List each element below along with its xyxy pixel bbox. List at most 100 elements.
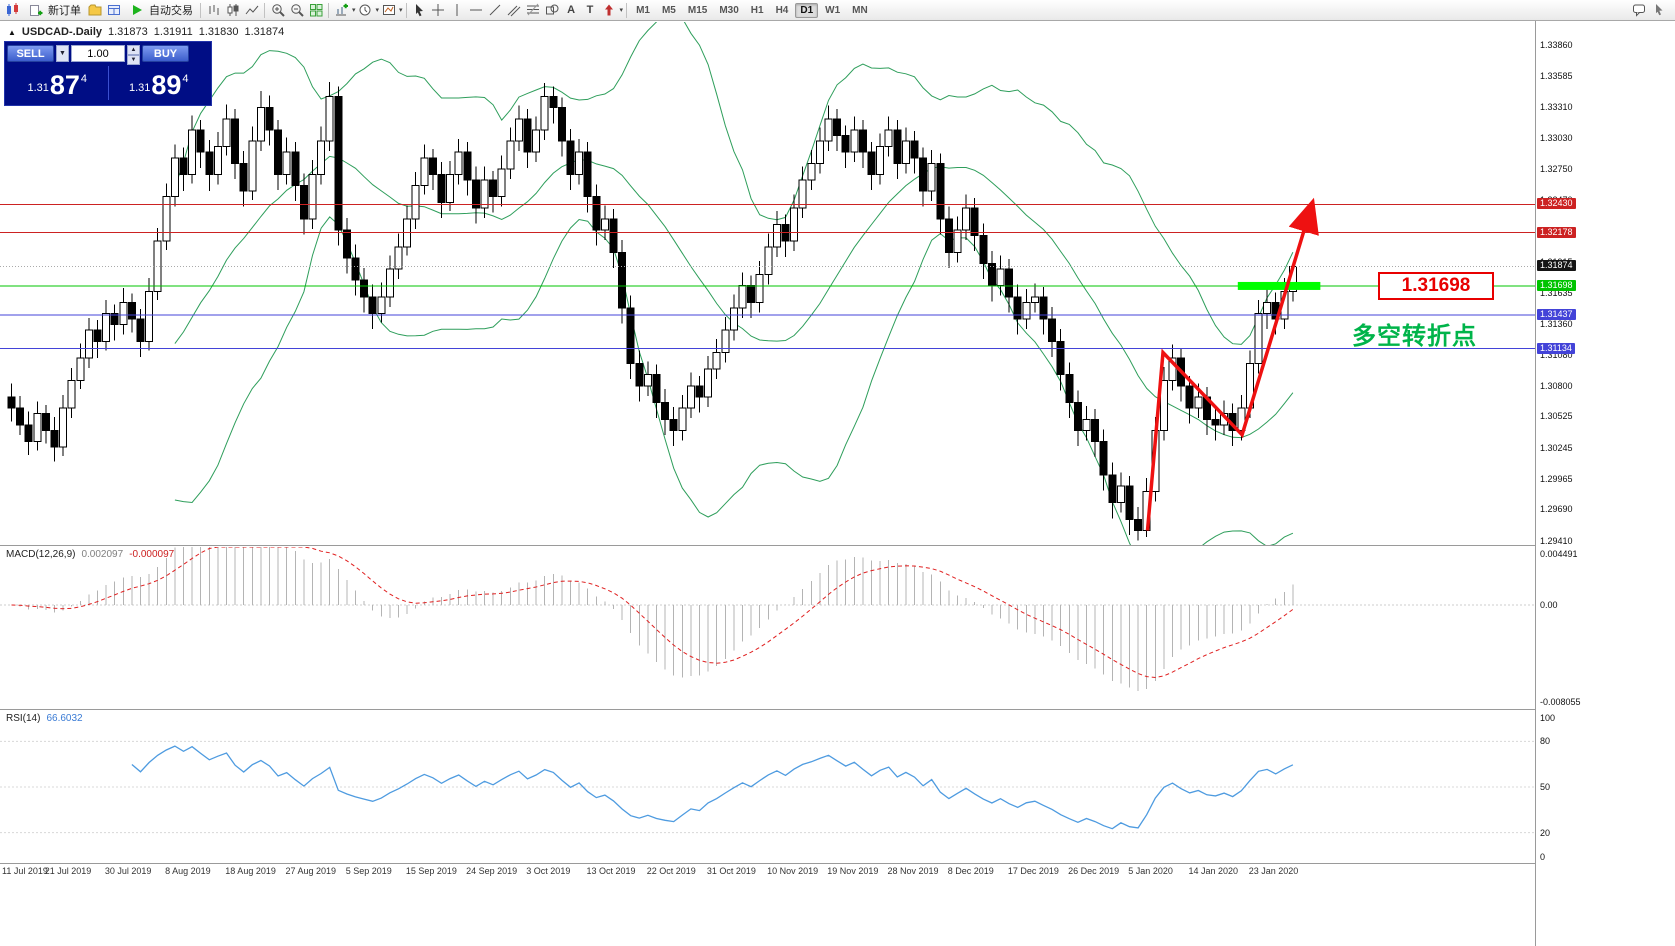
macd-header: MACD(12,26,9) 0.002097 -0.000097 (6, 549, 174, 560)
timeframe-d1[interactable]: D1 (795, 2, 819, 18)
timeframe-m1[interactable]: M1 (636, 4, 650, 16)
rsi-scale-label: 100 (1540, 713, 1556, 723)
timeframe-h1[interactable]: H1 (750, 4, 764, 16)
toolbar-divider (200, 2, 201, 18)
macd-label: MACD(12,26,9) (6, 549, 76, 560)
templates-caret-icon[interactable]: ▾ (399, 7, 403, 14)
price-scale-label: 1.31635 (1540, 287, 1573, 298)
date-label: 28 Nov 2019 (887, 866, 939, 876)
date-label: 31 Oct 2019 (706, 866, 756, 876)
price-scale-label: 1.32750 (1540, 163, 1573, 174)
price-scale-label: 1.33310 (1540, 101, 1573, 112)
timeframe-m5[interactable]: M5 (661, 4, 676, 16)
add-indicator-icon[interactable] (332, 2, 351, 19)
panel-separator[interactable] (0, 709, 1675, 710)
chart-title: ▲ USDCAD-.Daily 1.31873 1.31911 1.31830 … (8, 26, 284, 38)
date-label: 24 Sep 2019 (466, 866, 518, 876)
price-axis[interactable]: 1.33860 1.33585 1.33310 1.33030 1.32750 1.324… (1535, 20, 1675, 946)
tile-windows-icon[interactable] (306, 2, 325, 19)
add-indicator-caret-icon[interactable]: ▾ (352, 7, 356, 14)
price-scale-label: 1.29690 (1540, 504, 1573, 515)
date-label: 5 Sep 2019 (345, 866, 392, 876)
date-label: 8 Aug 2019 (165, 866, 211, 876)
macd-canvas[interactable] (0, 547, 1535, 709)
periods-caret-icon[interactable]: ▾ (375, 7, 380, 14)
sell-price-prefix: 1.31 (27, 82, 49, 94)
autotrading-play-icon (127, 2, 146, 19)
trade-panel-header: SELL ▼ ▲▼ BUY (7, 44, 209, 65)
chart-window[interactable]: ▲ USDCAD-.Daily 1.31873 1.31911 1.31830 … (0, 20, 1675, 946)
turning-point-annotation[interactable]: 多空转折点 (1352, 323, 1477, 350)
date-label: 19 Nov 2019 (827, 866, 879, 876)
market-watch-icon[interactable] (104, 2, 123, 19)
crosshair-icon[interactable] (429, 2, 448, 19)
price-scale-label: 1.33860 (1540, 40, 1573, 51)
toolbar-right-group (1630, 2, 1668, 19)
cursor-icon[interactable] (410, 2, 429, 19)
horizontal-line-icon[interactable] (467, 2, 486, 19)
arrows-caret-icon[interactable]: ▾ (619, 7, 624, 14)
rsi-scale-label: 50 (1540, 782, 1551, 792)
line-chart-icon[interactable] (242, 2, 261, 19)
date-label: 15 Sep 2019 (405, 866, 457, 876)
date-axis[interactable]: 11 Jul 2019 21 Jul 2019 30 Jul 2019 8 Aug 2… (0, 866, 1535, 882)
date-label: 5 Jan 2020 (1128, 866, 1173, 876)
ohlc-low: 1.31830 (198, 26, 239, 38)
price-scale-label: 1.29965 (1540, 473, 1573, 484)
collapse-trade-panel-icon[interactable]: ▲ (8, 27, 16, 37)
price-divider (107, 66, 109, 100)
zoom-out-icon[interactable] (287, 2, 306, 19)
pointer-tool-icon[interactable] (1649, 2, 1668, 19)
periods-clock-icon[interactable] (356, 2, 375, 19)
date-label: 26 Dec 2019 (1068, 866, 1120, 876)
arrows-icon[interactable] (600, 2, 619, 19)
fibonacci-icon[interactable] (524, 2, 543, 19)
text-label-icon[interactable]: T (586, 4, 594, 16)
buy-price-button[interactable]: 1.31 89 4 (109, 63, 210, 103)
price-scale-label: 1.29410 (1540, 535, 1573, 546)
level-callout[interactable]: 1.31698 (1378, 272, 1494, 300)
toolbar-divider (328, 2, 329, 18)
date-label: 22 Oct 2019 (646, 866, 696, 876)
channel-icon[interactable] (505, 2, 524, 19)
bar-chart-icon[interactable] (204, 2, 223, 19)
volume-input[interactable] (71, 45, 125, 62)
trade-panel-prices: 1.31 87 4 1.31 89 4 (7, 63, 209, 103)
timeframe-mn[interactable]: MN (852, 4, 868, 16)
templates-icon[interactable] (379, 2, 398, 19)
zoom-in-icon[interactable] (268, 2, 287, 19)
timeframe-m30[interactable]: M30 (719, 4, 739, 16)
price-level-tag: 1.31134 (1537, 342, 1575, 354)
text-icon[interactable]: A (567, 4, 576, 16)
vertical-line-icon[interactable] (448, 2, 467, 19)
buy-price-prefix: 1.31 (128, 82, 151, 94)
autotrading-button[interactable]: 自动交易 (123, 2, 197, 19)
buy-button[interactable]: BUY (142, 45, 189, 62)
order-type-dropdown[interactable]: ▼ (56, 45, 69, 62)
volume-spinner[interactable]: ▲ ▼ (127, 45, 140, 65)
timeframe-w1[interactable]: W1 (825, 4, 841, 16)
main-chart-canvas[interactable] (0, 22, 1535, 545)
ohlc-open: 1.31873 (108, 26, 148, 38)
panel-separator[interactable] (0, 545, 1675, 546)
spinner-down-icon[interactable]: ▼ (127, 55, 140, 65)
profiles-icon[interactable] (85, 2, 104, 19)
buy-price-pip: 4 (182, 73, 189, 85)
spinner-up-icon[interactable]: ▲ (127, 45, 140, 55)
new-order-button[interactable]: 新订单 (22, 2, 85, 19)
timeframe-m15[interactable]: M15 (687, 4, 708, 16)
rsi-canvas[interactable] (0, 711, 1535, 863)
sell-price-button[interactable]: 1.31 87 4 (7, 63, 108, 103)
symbol-name: USDCAD-.Daily (21, 26, 102, 38)
trendline-icon[interactable] (486, 2, 505, 19)
timeframe-h4[interactable]: H4 (775, 4, 789, 16)
chat-bubble-icon[interactable] (1630, 2, 1649, 19)
price-scale-label: 1.30245 (1540, 442, 1573, 453)
date-label: 8 Dec 2019 (947, 866, 994, 876)
date-label: 10 Nov 2019 (767, 866, 819, 876)
candlestick-chart-icon[interactable] (223, 2, 242, 19)
date-label: 13 Oct 2019 (586, 866, 636, 876)
current-price-tag: 1.31874 (1537, 260, 1576, 272)
sell-button[interactable]: SELL (7, 45, 54, 62)
shapes-icon[interactable] (543, 2, 562, 19)
